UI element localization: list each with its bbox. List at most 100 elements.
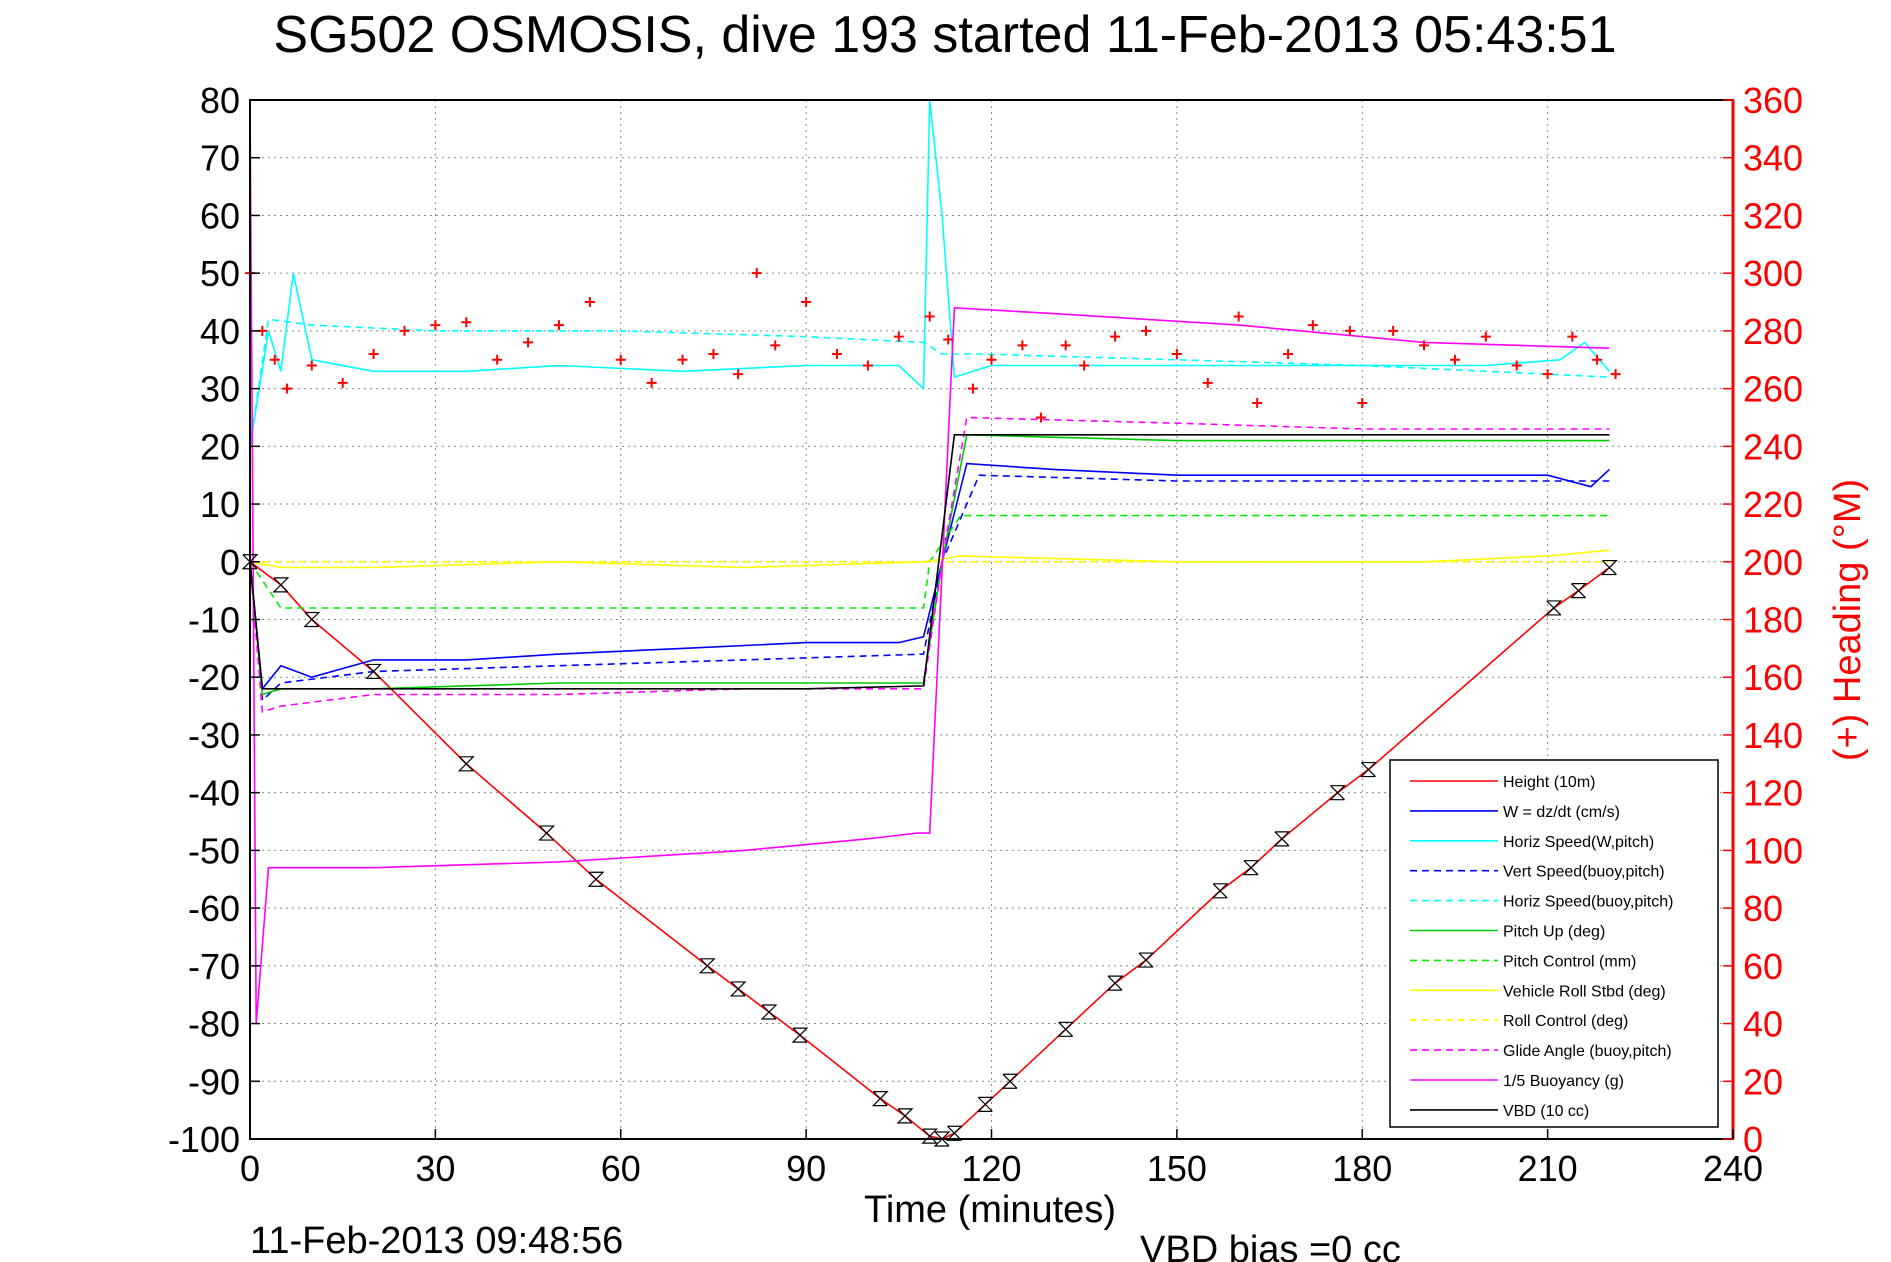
waypoint-marker (921, 1128, 939, 1144)
series-10-line (249, 99, 1610, 1024)
right-tick-label: 320 (1743, 195, 1803, 236)
series-layer (241, 99, 1621, 1147)
left-tick-label: 10 (200, 484, 240, 525)
waypoint-marker (976, 1096, 994, 1112)
heading-point (553, 320, 564, 331)
heading-point (943, 334, 954, 345)
right-tick-label: 280 (1743, 311, 1803, 352)
left-tick-label: 60 (200, 195, 240, 236)
bottom-tick-label: 240 (1703, 1148, 1763, 1189)
heading-point (862, 360, 873, 371)
right-tick-label: 340 (1743, 138, 1803, 179)
series-3-line (249, 474, 1610, 703)
left-tick-label: 80 (200, 80, 240, 121)
waypoint-marker (896, 1108, 914, 1124)
right-tick-label: 80 (1743, 888, 1783, 929)
legend-label: Vehicle Roll Stbd (deg) (1503, 983, 1666, 1000)
heading-point (269, 354, 280, 365)
bottom-tick-label: 30 (415, 1148, 455, 1189)
waypoint-marker (1545, 600, 1563, 616)
right-tick-label: 100 (1743, 830, 1803, 871)
heading-point (1480, 331, 1491, 342)
heading-point (1171, 348, 1182, 359)
legend-label: Vert Speed(buoy,pitch) (1503, 864, 1665, 881)
heading-point (282, 383, 293, 394)
right-tick-label: 60 (1743, 946, 1783, 987)
legend-box (1389, 759, 1719, 1128)
waypoint-marker (1359, 761, 1377, 778)
legend-label: Horiz Speed(W,pitch) (1503, 834, 1654, 851)
left-tick-label: -50 (188, 830, 240, 871)
heading-point (615, 354, 626, 365)
left-tick-label: -90 (188, 1061, 240, 1102)
heading-point (1610, 369, 1621, 380)
heading-point (1542, 369, 1553, 380)
chart-title: SG502 OSMOSIS, dive 193 started 11-Feb-2… (273, 6, 1616, 64)
heading-point (584, 297, 595, 308)
heading-point (770, 340, 781, 351)
right-tick-label: 40 (1743, 1004, 1783, 1045)
bottom-tick-label: 210 (1518, 1148, 1578, 1189)
waypoint-marker (1329, 785, 1346, 801)
left-axis-ticks: 80 70 60 50 40 30 20 10 0 -10 -20 -30 -40 -50 -60 -70 -8… (168, 80, 260, 1160)
bottom-tick-label: 120 (961, 1148, 1021, 1189)
left-tick-label: -30 (188, 715, 240, 756)
legend-label: 1/5 Buoyancy (g) (1503, 1073, 1624, 1090)
waypoint-marker (1106, 975, 1124, 991)
x-axis-label: Time (minutes) (864, 1189, 1116, 1231)
heading-point (492, 354, 503, 365)
heading-point (646, 377, 657, 388)
waypoint-marker (871, 1090, 889, 1107)
legend: Height (10m) W = dz/dt (cm/s) Horiz Speed(… (1389, 759, 1719, 1128)
bottom-tick-label: 150 (1147, 1148, 1207, 1189)
waypoint-marker (791, 1027, 809, 1043)
heading-point (801, 297, 812, 308)
bottom-tick-label: 0 (240, 1148, 260, 1189)
heading-point (461, 317, 472, 328)
right-axis-ticks: 3603403203002802602402202001801601401201… (1723, 80, 1803, 1160)
waypoint-marker (272, 577, 290, 593)
heading-point (1307, 320, 1318, 331)
heading-point (1079, 360, 1090, 371)
heading-point (1252, 398, 1263, 409)
right-tick-label: 160 (1743, 657, 1803, 698)
heading-point (1419, 340, 1430, 351)
legend-label: Roll Control (deg) (1503, 1013, 1628, 1030)
bottom-tick-label: 90 (786, 1148, 826, 1189)
heading-point (751, 268, 762, 279)
legend-label: VBD (10 cc) (1503, 1103, 1589, 1120)
waypoint-marker (945, 1125, 963, 1141)
left-tick-label: -10 (188, 600, 240, 641)
left-tick-label: -20 (188, 657, 240, 698)
series-4-line (249, 318, 1610, 447)
heading-point (523, 337, 534, 348)
series-5-line (249, 433, 1610, 696)
waypoint-marker (587, 871, 605, 887)
legend-label: W = dz/dt (cm/s) (1503, 804, 1620, 821)
waypoint-marker (365, 663, 383, 680)
right-tick-label: 120 (1743, 773, 1803, 814)
legend-label: Glide Angle (buoy,pitch) (1503, 1043, 1672, 1060)
series-11-line (249, 433, 1610, 690)
series-2-line (249, 99, 1611, 447)
left-tick-label: -100 (168, 1119, 240, 1160)
footer-date: 11-Feb-2013 09:48:56 (250, 1220, 623, 1262)
right-axis-label: (+) Heading (°M) (1827, 479, 1869, 761)
left-tick-label: -70 (188, 946, 240, 987)
heading-markers (245, 268, 1621, 423)
heading-point (1357, 398, 1368, 409)
right-tick-label: 360 (1743, 80, 1803, 121)
waypoint-marker (760, 1004, 778, 1020)
right-tick-label: 220 (1743, 484, 1803, 525)
right-tick-label: 0 (1743, 1119, 1763, 1160)
heading-point (1567, 331, 1578, 342)
heading-point (1110, 331, 1121, 342)
right-tick-label: 140 (1743, 715, 1803, 756)
waypoint-marker (1273, 831, 1291, 847)
heading-point (1035, 412, 1046, 423)
waypoint-marker (729, 981, 747, 997)
heading-point (1060, 340, 1071, 351)
heading-point (1388, 325, 1399, 336)
left-tick-label: 30 (200, 369, 240, 410)
left-tick-label: -60 (188, 888, 240, 929)
